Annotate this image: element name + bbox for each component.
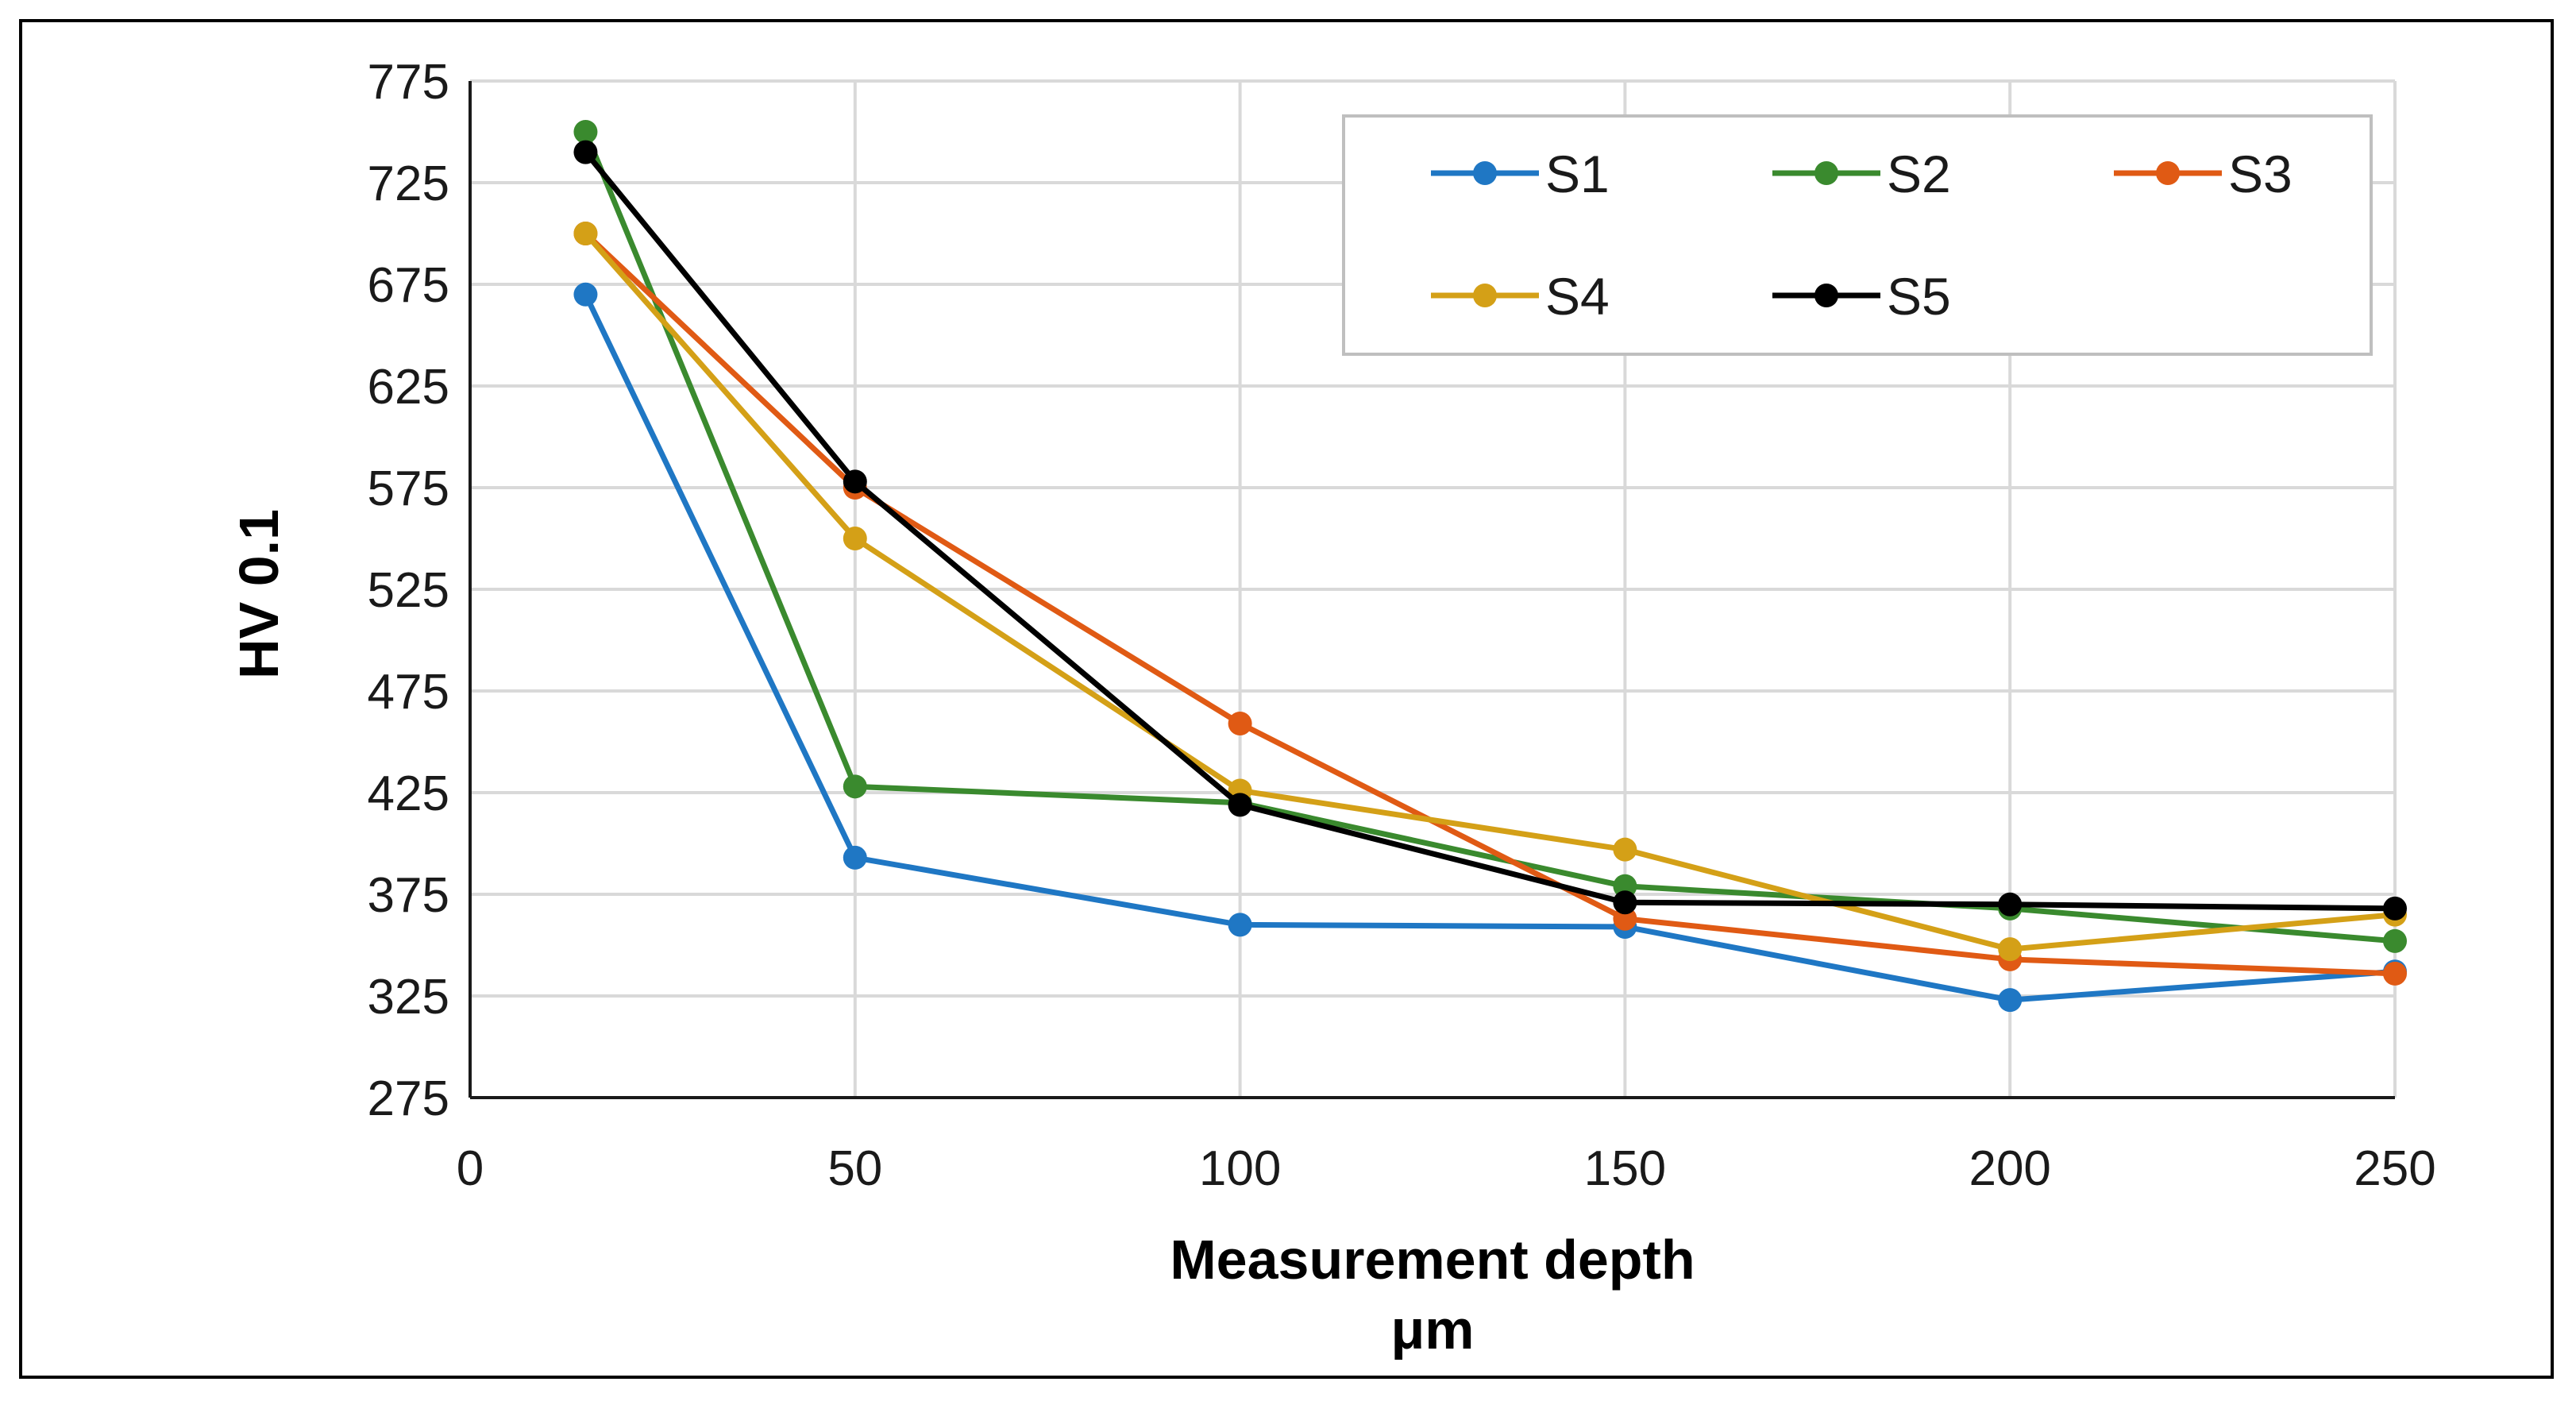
x-tick-label: 150 [1584,1141,1666,1196]
legend-marker-s4 [1473,284,1497,307]
x-tick-label: 100 [1199,1141,1281,1196]
y-tick-label: 725 [368,156,449,211]
data-point-s2 [843,774,867,799]
y-tick-label: 525 [368,563,449,618]
y-axis-title: HV 0.1 [228,509,290,679]
x-tick-label: 50 [827,1141,882,1196]
y-tick-label: 575 [368,461,449,516]
series-line-s2 [583,130,2396,944]
series-line-s5 [583,150,2396,912]
data-point-s1 [1998,988,2023,1013]
y-tick-label: 425 [368,766,449,821]
y-tick-label: 625 [368,360,449,415]
data-point-s4 [1998,937,2023,962]
data-point-s3 [2383,961,2407,986]
x-axis-unit: μm [1390,1299,1474,1360]
x-tick-label: 200 [1969,1141,2050,1196]
data-point-s5 [843,469,867,494]
y-tick-label: 375 [368,868,449,923]
data-point-s1 [843,845,867,870]
data-point-s3 [1228,711,1252,735]
legend-label-s3: S3 [2228,145,2293,203]
data-point-s4 [1613,837,1637,862]
y-tick-label: 675 [368,258,449,313]
legend: S1 S2 S3 S4 S5 [1342,114,2373,356]
series-line-s1 [583,293,2396,1003]
legend-marker-s1 [1473,161,1497,185]
data-point-s1 [1228,913,1252,937]
data-point-s2 [573,120,598,144]
data-point-s5 [2383,896,2407,920]
y-tick-label: 275 [368,1071,449,1126]
x-tick-label: 0 [457,1141,484,1196]
axis-layer: 275 325 375 425 475 525 575 625 675 725 775 0 50 100 1… [368,55,2436,1196]
legend-marker-s3 [2156,161,2180,185]
legend-marker-s2 [1814,161,1838,185]
legend-marker-s5 [1814,284,1838,307]
data-point-s4 [843,527,867,550]
data-point-s2 [2383,928,2407,953]
data-point-s1 [573,282,598,307]
legend-frame [1342,114,2373,356]
legend-label-s4: S4 [1545,267,1610,326]
x-axis-title: Measurement depth [1170,1229,1695,1291]
legend-label-s1: S1 [1545,145,1610,203]
data-point-s5 [1998,892,2023,917]
data-point-s5 [573,140,598,164]
legend-label-s2: S2 [1887,145,1951,203]
series-layer [573,120,2407,1013]
x-tick-label: 250 [2354,1141,2435,1196]
y-tick-label: 475 [368,665,449,720]
series-line-s4 [583,231,2396,952]
y-tick-label: 325 [368,970,449,1025]
data-point-s5 [1613,890,1637,915]
legend-label-s5: S5 [1887,267,1951,326]
data-point-s4 [573,222,598,245]
data-point-s5 [1228,793,1252,817]
y-tick-label: 775 [368,55,449,110]
